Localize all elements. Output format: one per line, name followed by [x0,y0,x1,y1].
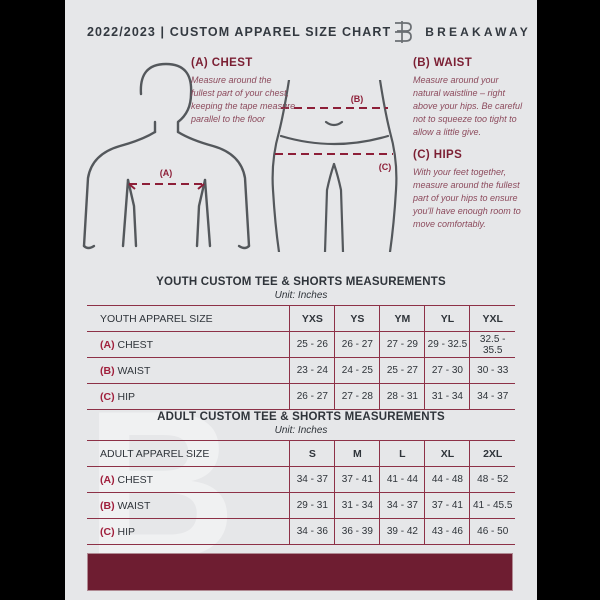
table-cell: 27 - 29 [379,331,425,358]
table-cell: 36 - 39 [334,518,380,545]
column-header-m: M [334,440,380,467]
page-title: 2022/2023 | CUSTOM APPAREL SIZE CHART [87,25,392,39]
table-cell: 41 - 44 [379,466,425,493]
table-cell: 26 - 27 [334,331,380,358]
table-cell: 28 - 31 [379,383,425,410]
adult-size-table: ADULT APPAREL SIZE S M L XL 2XL (A) CHEST 34 - … [87,440,515,545]
row-label-chest: (A) CHEST [87,466,290,493]
table-cell: 34 - 37 [379,492,425,519]
table-cell: 39 - 42 [379,518,425,545]
column-header-l: L [379,440,425,467]
row-label-hip: (C) HIP [87,518,290,545]
brand-lockup: BREAKAWAY [391,19,531,45]
table-cell: 25 - 27 [379,357,425,384]
column-header-yl: YL [424,305,470,332]
table-header-row: ADULT APPAREL SIZE S M L XL 2XL [87,440,515,467]
column-header-ys: YS [334,305,380,332]
adult-measurements-block: ADULT CUSTOM TEE & SHORTS MEASUREMENTS U… [87,411,515,545]
row-label-waist: (B) WAIST [87,357,290,384]
table-cell: 27 - 30 [424,357,470,384]
upper-body-torso-icon: (A) [79,56,254,252]
youth-size-table: YOUTH APPAREL SIZE YXS YS YM YL YXL (A) CHEST 2… [87,305,515,410]
table-cell: 26 - 27 [289,383,335,410]
row-tag: (C) [100,525,115,538]
table-row: (C) HIP 34 - 36 36 - 39 39 - 42 43 - 46 46 - … [87,518,515,545]
table-cell: 34 - 36 [289,518,335,545]
table-cell: 25 - 26 [289,331,335,358]
svg-text:(B): (B) [351,94,364,104]
column-header-xl: XL [424,440,470,467]
page-header: 2022/2023 | CUSTOM APPAREL SIZE CHART BR… [65,19,537,45]
table-cell: 37 - 41 [334,466,380,493]
table-corner-label: ADULT APPAREL SIZE [87,440,290,467]
youth-table-unit: Unit: Inches [274,290,328,301]
table-cell: 34 - 37 [469,383,515,410]
table-cell: 41 - 45.5 [469,492,515,519]
row-tag: (C) [100,390,115,403]
callout-waist: (B) WAIST Measure around your natural wa… [413,57,523,139]
table-cell: 31 - 34 [334,492,380,519]
table-cell: 34 - 37 [289,466,335,493]
callout-waist-text: Measure around your natural waistline – … [413,75,523,138]
column-header-yxs: YXS [289,305,335,332]
table-cell: 43 - 46 [424,518,470,545]
youth-measurements-block: YOUTH CUSTOM TEE & SHORTS MEASUREMENTS U… [87,276,515,410]
table-header-row: YOUTH APPAREL SIZE YXS YS YM YL YXL [87,305,515,332]
table-row: (A) CHEST 34 - 37 37 - 41 41 - 44 44 - 48 48 … [87,466,515,493]
column-header-2xl: 2XL [469,440,515,467]
column-header-ym: YM [379,305,425,332]
table-cell: 23 - 24 [289,357,335,384]
row-label-waist: (B) WAIST [87,492,290,519]
svg-text:(A): (A) [160,168,173,178]
table-cell: 44 - 48 [424,466,470,493]
table-cell: 29 - 31 [289,492,335,519]
table-cell: 29 - 32.5 [424,331,470,358]
table-row: (C) HIP 26 - 27 27 - 28 28 - 31 31 - 34 34 - … [87,383,515,410]
table-row: (A) CHEST 25 - 26 26 - 27 27 - 29 29 - 32.5 3… [87,331,515,358]
table-cell: 32.5 - 35.5 [469,331,515,358]
column-header-yxl: YXL [469,305,515,332]
svg-text:(C): (C) [379,162,392,172]
row-tag: (A) [100,473,115,486]
row-label-hip: (C) HIP [87,383,290,410]
table-cell: 48 - 52 [469,466,515,493]
callout-chest: (A) CHEST Measure around the fullest par… [191,57,296,126]
measurement-diagram: (A) (B) (C) [65,52,537,252]
callout-chest-text: Measure around the fullest part of your … [191,75,296,125]
youth-table-body: YOUTH APPAREL SIZE YXS YS YM YL YXL (A) CHEST 2… [87,305,515,410]
callout-chest-title: (A) CHEST [191,57,253,69]
table-cell: 31 - 34 [424,383,470,410]
callout-waist-title: (B) WAIST [413,57,473,69]
callout-hips: (C) HIPS With your feet together, measur… [413,149,525,231]
adult-table-unit: Unit: Inches [274,425,328,436]
footer-bar [87,553,513,591]
table-cell: 27 - 28 [334,383,380,410]
brand-name: BREAKAWAY [425,25,531,39]
youth-table-title: YOUTH CUSTOM TEE & SHORTS MEASUREMENTS [156,276,446,288]
table-cell: 30 - 33 [469,357,515,384]
table-cell: 46 - 50 [469,518,515,545]
row-tag: (B) [100,364,115,377]
callout-hips-title: (C) HIPS [413,149,463,161]
table-row: (B) WAIST 29 - 31 31 - 34 34 - 37 37 - 41 41 … [87,492,515,519]
adult-table-body: ADULT APPAREL SIZE S M L XL 2XL (A) CHEST 34 - … [87,440,515,545]
adult-table-title: ADULT CUSTOM TEE & SHORTS MEASUREMENTS [157,411,445,423]
table-cell: 24 - 25 [334,357,380,384]
table-cell: 37 - 41 [424,492,470,519]
row-label-chest: (A) CHEST [87,331,290,358]
table-corner-label: YOUTH APPAREL SIZE [87,305,290,332]
table-row: (B) WAIST 23 - 24 24 - 25 25 - 27 27 - 30 30 … [87,357,515,384]
row-tag: (B) [100,499,115,512]
size-chart-page: B 2022/2023 | CUSTOM APPAREL SIZE CHART … [65,0,537,600]
lower-body-hips-icon: (B) (C) [267,80,402,252]
column-header-s: S [289,440,335,467]
breakaway-b-monogram-icon [391,19,413,45]
row-tag: (A) [100,338,115,351]
callout-hips-text: With your feet together, measure around … [413,167,521,230]
